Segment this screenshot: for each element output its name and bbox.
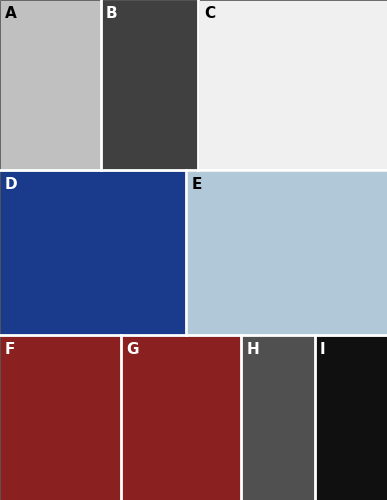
FancyBboxPatch shape (0, 171, 186, 335)
FancyBboxPatch shape (0, 0, 101, 170)
Text: A: A (5, 6, 16, 21)
FancyBboxPatch shape (0, 336, 120, 500)
Text: C: C (204, 6, 215, 21)
FancyBboxPatch shape (315, 336, 387, 500)
FancyBboxPatch shape (199, 0, 387, 170)
Text: G: G (126, 342, 138, 357)
Text: D: D (5, 177, 17, 192)
Text: B: B (106, 6, 118, 21)
FancyBboxPatch shape (242, 336, 315, 500)
FancyBboxPatch shape (187, 171, 387, 335)
Text: I: I (320, 342, 326, 357)
Text: E: E (192, 177, 202, 192)
Text: F: F (5, 342, 15, 357)
FancyBboxPatch shape (121, 336, 241, 500)
FancyBboxPatch shape (101, 0, 198, 170)
Text: H: H (247, 342, 260, 357)
